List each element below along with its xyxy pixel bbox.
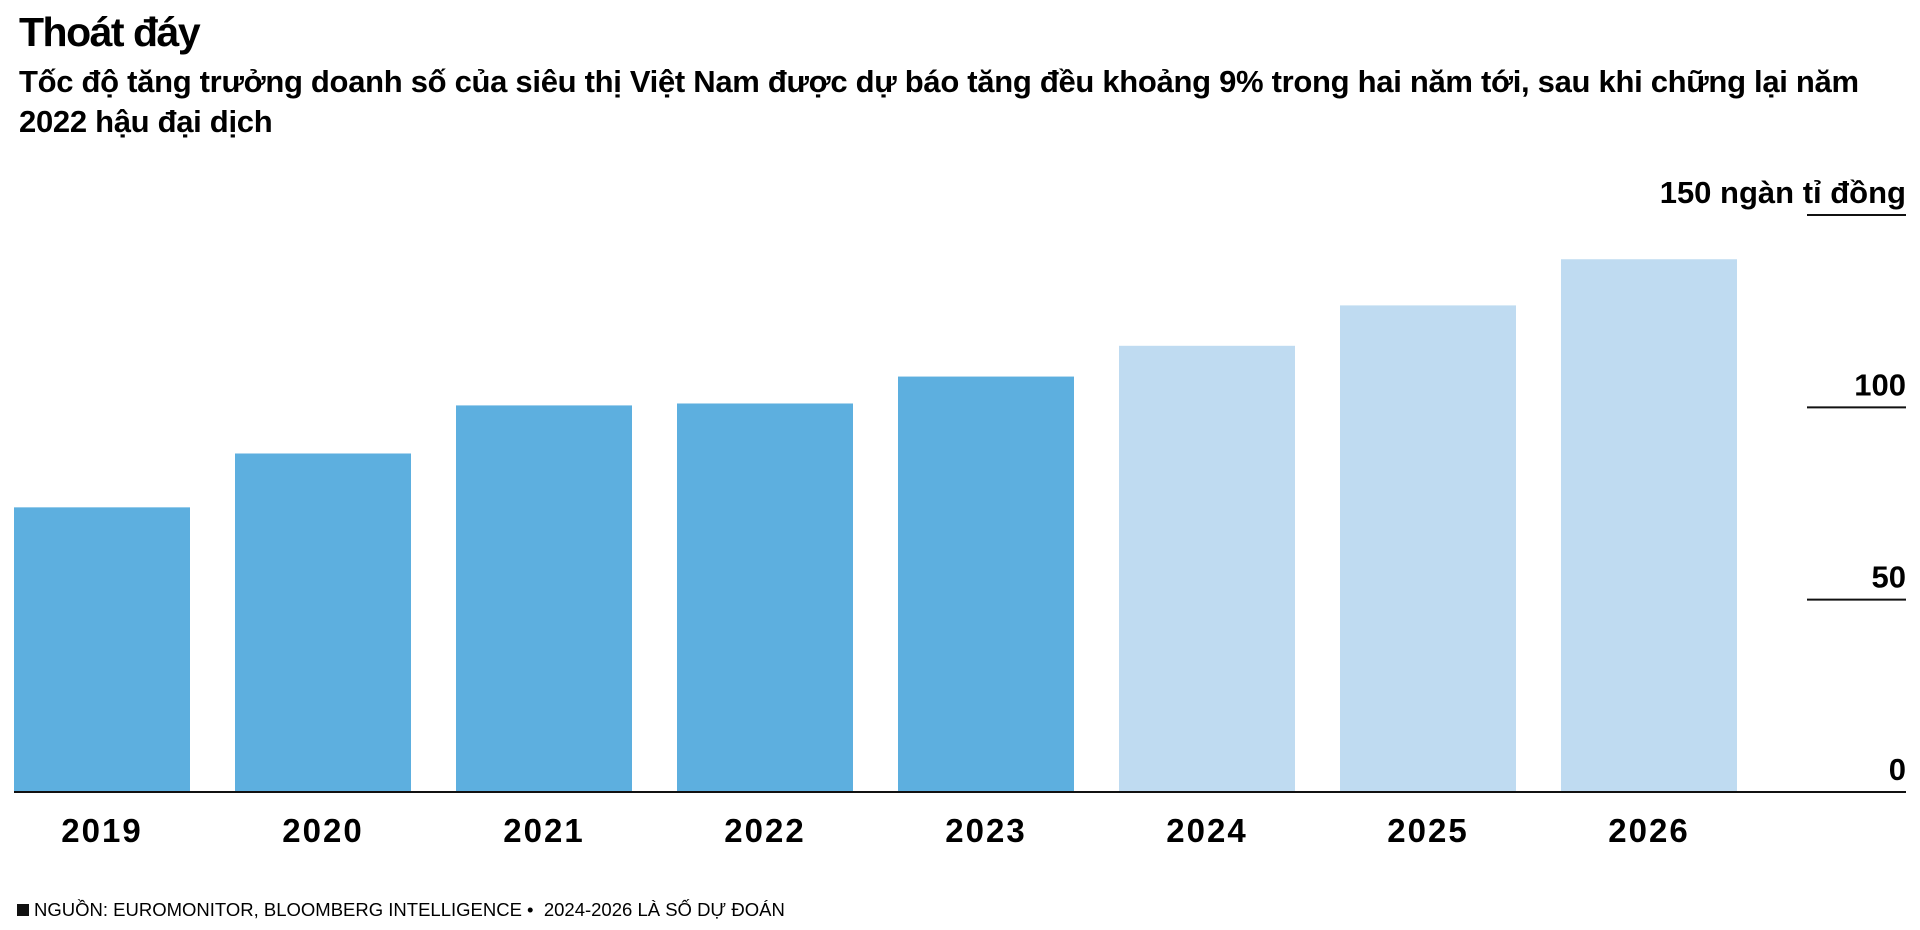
bar <box>456 405 632 792</box>
footer-separator: • <box>521 899 544 920</box>
x-tick-label: 2025 <box>1387 812 1468 849</box>
source-note: NGUỒN: EUROMONITOR, BLOOMBERG INTELLIGEN… <box>34 899 522 920</box>
x-tick-label: 2019 <box>61 812 142 849</box>
bar <box>898 376 1074 792</box>
forecast-note: 2024-2026 LÀ SỐ DỰ ĐOÁN <box>543 899 785 920</box>
bar-chart: 0 50 100 150 ngàn tỉ đồng 2019 2020 2021 2022 20… <box>14 175 1906 849</box>
x-tick-label: 2026 <box>1608 812 1689 849</box>
chart-subtitle: Tốc độ tăng trưởng doanh số của siêu thị… <box>19 64 1859 139</box>
x-tick-label: 2023 <box>945 812 1026 849</box>
x-tick-label: 2022 <box>724 812 805 849</box>
forecast-bar <box>1340 305 1516 792</box>
chart-footer: NGUỒN: EUROMONITOR, BLOOMBERG INTELLIGEN… <box>17 899 785 921</box>
y-tick-label: 50 <box>1872 560 1906 595</box>
forecast-bar <box>1561 259 1737 792</box>
source-marker-icon <box>17 904 29 916</box>
x-tick-label: 2021 <box>503 812 584 849</box>
bar <box>14 507 190 792</box>
bar <box>677 403 853 792</box>
y-tick-label: 100 <box>1854 367 1906 402</box>
bar <box>235 453 411 792</box>
forecast-bar <box>1119 345 1295 792</box>
x-tick-label: 2024 <box>1166 812 1247 849</box>
y-tick-label: 150 ngàn tỉ đồng <box>1660 175 1906 210</box>
y-tick-label: 0 <box>1889 752 1906 787</box>
x-tick-label: 2020 <box>282 812 363 849</box>
chart-title: Thoát đáy <box>19 9 201 55</box>
